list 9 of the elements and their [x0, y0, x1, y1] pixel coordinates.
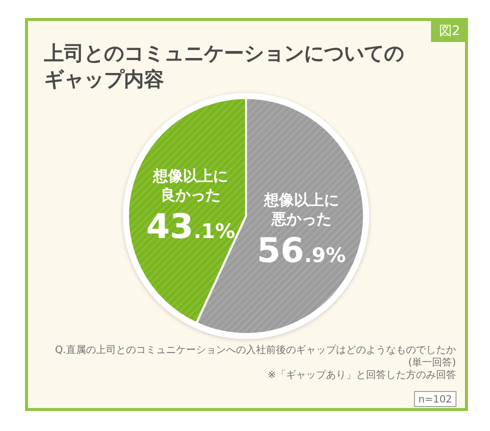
caption: 図2	[438, 24, 460, 39]
slice-label: 想像以上に悪かった	[262, 191, 339, 228]
data-label: 43.1%	[146, 206, 236, 247]
text: n=102	[418, 394, 452, 406]
text: ※「ギャップあり」と回答した方のみ回答	[268, 369, 456, 381]
chart-title: 上司とのコミュニケーションについてのギャップ内容	[43, 41, 404, 91]
slice-label: 想像以上に良かった	[152, 166, 228, 204]
data-label: 56.9%	[256, 231, 346, 272]
text: Q.直属の上司とのコミュニケーションへの入社前後のギャップはどのようなものでしたか(単一回答)	[54, 344, 456, 368]
